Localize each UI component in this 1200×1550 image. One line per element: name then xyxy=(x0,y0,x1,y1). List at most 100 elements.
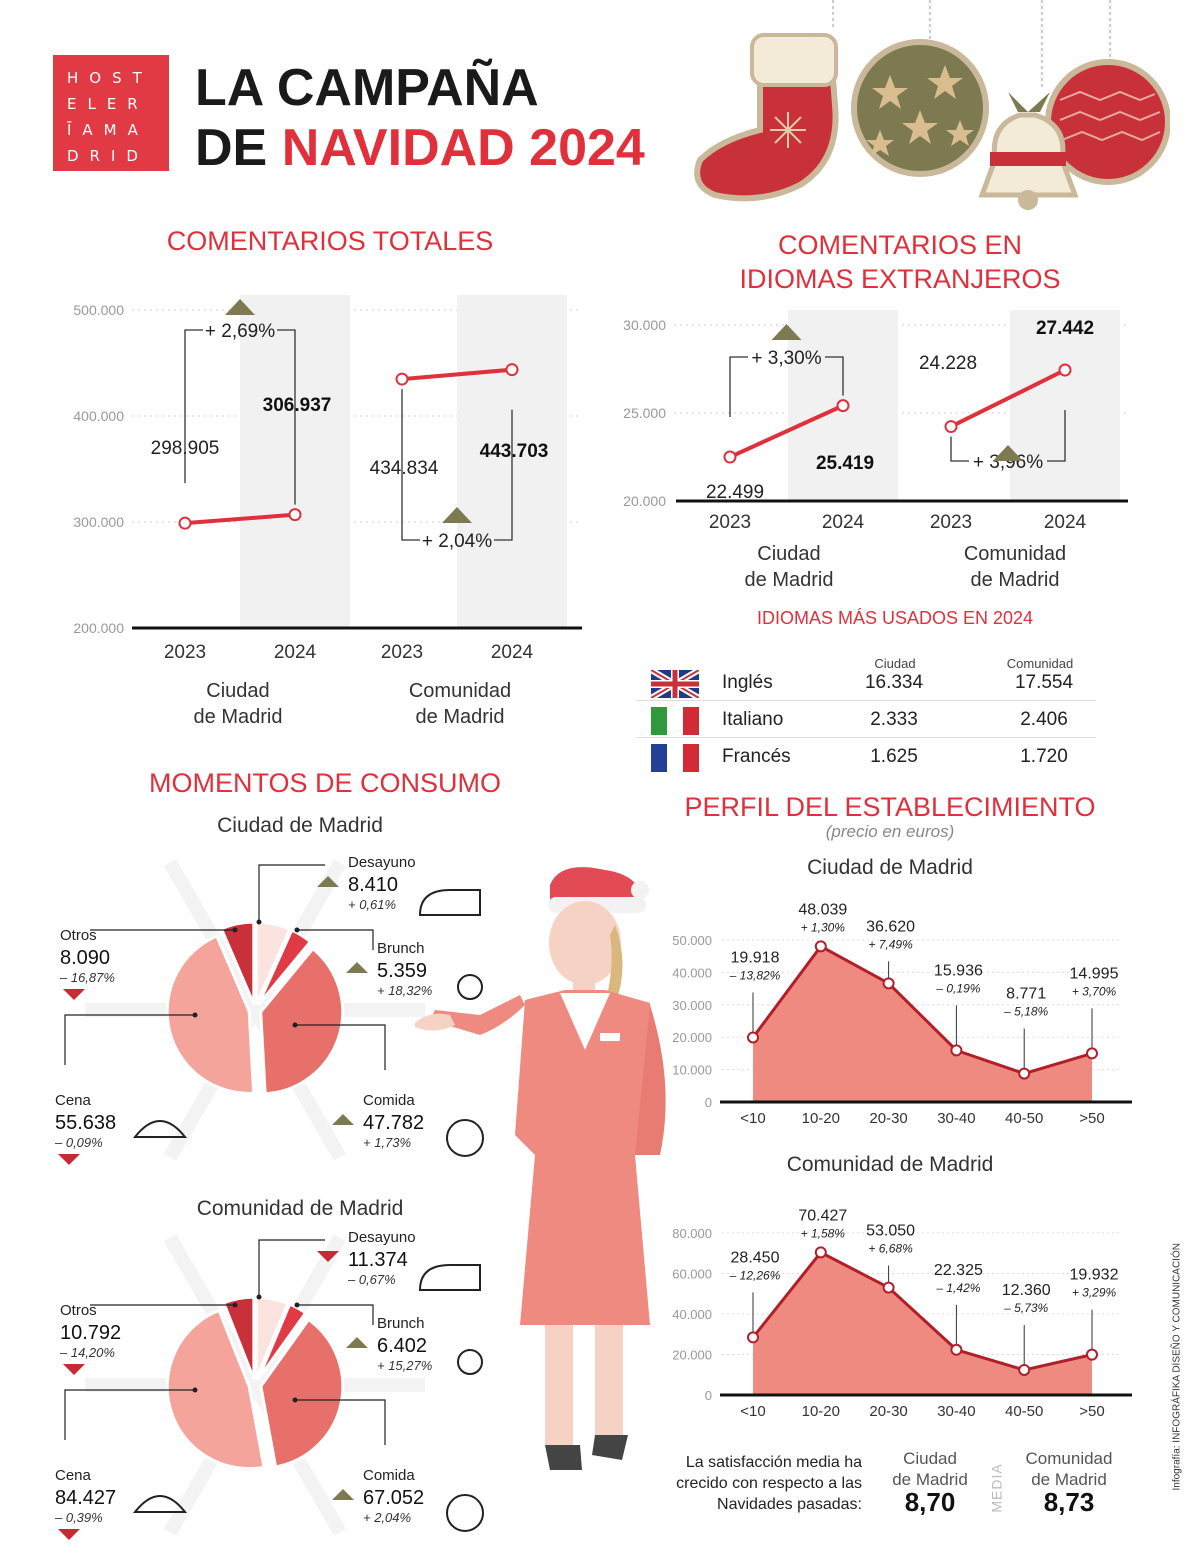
value-label: 306.937 xyxy=(263,395,332,416)
data-point xyxy=(505,363,519,377)
value-label: 27.442 xyxy=(1036,318,1094,339)
pie-category-label: Otros xyxy=(60,1302,97,1319)
down-triangle-icon xyxy=(63,1364,85,1375)
y-tick-label: 40.000 xyxy=(672,1307,712,1322)
pie-category-label: Comida xyxy=(363,1092,415,1109)
group-label: de Madrid xyxy=(745,569,834,591)
christmas-ornaments-illustration xyxy=(694,0,1170,210)
x-tick-label: 2023 xyxy=(709,512,751,533)
up-triangle-icon xyxy=(346,962,368,973)
x-tick-label: 40-50 xyxy=(1005,1110,1043,1127)
x-tick-label: 2024 xyxy=(1044,512,1087,533)
y-tick-label: 30.000 xyxy=(672,998,712,1013)
change-label: + 7,49% xyxy=(868,937,913,951)
idiomas-table: Inglés 16.334 17.554 Italiano 2.333 2.40… xyxy=(636,664,1096,774)
leader-line xyxy=(295,1399,386,1445)
satisfaccion-comunidad-value: 8,73 xyxy=(1043,1487,1095,1517)
pie-change-label: – 0,67% xyxy=(347,1272,396,1287)
y-tick-label: 80.000 xyxy=(672,1226,712,1241)
pie-change-label: – 16,87% xyxy=(59,970,115,985)
satisfaccion-line: crecido con respecto a las xyxy=(676,1475,862,1492)
value-label: 25.419 xyxy=(816,453,874,474)
satisfaccion-ciudad: Ciudad de Madrid 8,70 xyxy=(880,1448,980,1517)
section-title-perfil: PERFIL DEL ESTABLECIMIENTO xyxy=(684,792,1096,822)
chart-perfil-ciudad: 50.000 40.000 30.000 20.000 10.000 0 19.918 – 1… xyxy=(672,901,1132,1127)
data-point xyxy=(395,372,409,386)
change-bracket xyxy=(950,410,1066,462)
pie-category-label: Brunch xyxy=(377,1315,425,1332)
table-row: Italiano 2.333 2.406 xyxy=(636,701,1096,738)
change-bracket xyxy=(401,389,513,541)
change-bracket xyxy=(184,329,296,505)
up-triangle-icon xyxy=(317,876,339,887)
change-label: – 12,26% xyxy=(729,1268,781,1282)
change-label: + 3,96% xyxy=(973,452,1043,473)
change-label: + 1,30% xyxy=(801,920,846,934)
pie-category-label: Brunch xyxy=(377,940,425,957)
down-triangle-icon xyxy=(58,1154,80,1165)
leader-dot xyxy=(256,919,262,925)
y-tick-label: 20.000 xyxy=(672,1348,712,1363)
x-tick-label: 30-40 xyxy=(937,1110,975,1127)
down-triangle-icon xyxy=(58,1529,80,1540)
lang-comunidad: 1.720 xyxy=(1020,746,1068,767)
down-triangle-icon xyxy=(317,1251,339,1262)
up-triangle-icon xyxy=(332,1489,354,1500)
pie-slice xyxy=(256,1302,308,1381)
lang-name: Inglés xyxy=(722,672,773,693)
satisfaccion-comunidad-label-a: Comunidad xyxy=(1025,1449,1113,1468)
uk-flag-icon xyxy=(651,670,699,698)
waitress-illustration xyxy=(415,867,666,1470)
satisfaccion-line: La satisfacción media ha xyxy=(685,1454,862,1471)
value-label: 22.499 xyxy=(706,482,764,503)
pie-slice xyxy=(221,1295,256,1380)
title-line-2-a: DE xyxy=(195,119,282,177)
pie-slice xyxy=(219,920,256,1005)
momentos-comunidad-title: Comunidad de Madrid xyxy=(196,1197,404,1220)
satisfaccion-ciudad-label-b: de Madrid xyxy=(892,1470,968,1489)
section-title-line-1: COMENTARIOS EN xyxy=(777,230,1022,260)
value-label: 70.427 xyxy=(798,1207,847,1224)
france-flag-icon xyxy=(651,744,699,772)
pie-value-label: 84.427 xyxy=(55,1487,116,1509)
title-line-1: LA CAMPAÑA xyxy=(195,59,539,117)
x-tick-label: 10-20 xyxy=(802,1403,840,1420)
change-label: + 3,70% xyxy=(1072,984,1117,998)
pie-value-label: 5.359 xyxy=(377,960,427,982)
x-tick-label: 2023 xyxy=(930,512,972,533)
y-tick-label: 20.000 xyxy=(623,493,666,509)
value-label: 12.360 xyxy=(1002,1282,1051,1299)
leader-line xyxy=(64,1014,195,1065)
logo: HOST ELER ĪAMA DRID xyxy=(53,55,169,171)
value-label: 53.050 xyxy=(866,1223,915,1240)
data-point xyxy=(1018,1363,1031,1376)
up-triangle-icon xyxy=(771,324,802,340)
pie-slice xyxy=(256,928,313,1006)
value-label: 434.834 xyxy=(370,458,439,479)
snowflake-decoration xyxy=(163,1234,262,1389)
x-tick-label: >50 xyxy=(1079,1403,1104,1420)
up-triangle-icon xyxy=(993,445,1023,461)
satisfaccion-ciudad-value: 8,70 xyxy=(904,1487,956,1517)
leader-dot xyxy=(294,927,300,933)
page-title: LA CAMPAÑA DE NAVIDAD 2024 xyxy=(195,58,645,178)
data-point xyxy=(944,420,958,434)
plate-cutlery-icon xyxy=(446,1494,484,1532)
x-tick-label: 10-20 xyxy=(802,1110,840,1127)
y-tick-label: 40.000 xyxy=(672,965,712,980)
pie-value-label: 6.402 xyxy=(377,1335,427,1357)
pie-category-label: Otros xyxy=(60,927,97,944)
pie-category-label: Cena xyxy=(55,1467,92,1484)
lang-comunidad: 2.406 xyxy=(1020,709,1068,730)
up-triangle-icon xyxy=(346,1337,368,1348)
satisfaccion-line: Navidades pasadas: xyxy=(717,1496,862,1513)
plate-cutlery-icon xyxy=(446,1119,484,1157)
perfil-comunidad-title: Comunidad de Madrid xyxy=(786,1153,994,1176)
pie-category-label: Desayuno xyxy=(348,854,416,871)
data-point xyxy=(288,508,302,522)
change-bracket xyxy=(729,356,844,418)
pie-value-label: 67.052 xyxy=(363,1487,424,1509)
table-row: Francés 1.625 1.720 xyxy=(636,738,1096,774)
series-line xyxy=(751,1250,1093,1372)
leader-dot xyxy=(192,1387,198,1393)
